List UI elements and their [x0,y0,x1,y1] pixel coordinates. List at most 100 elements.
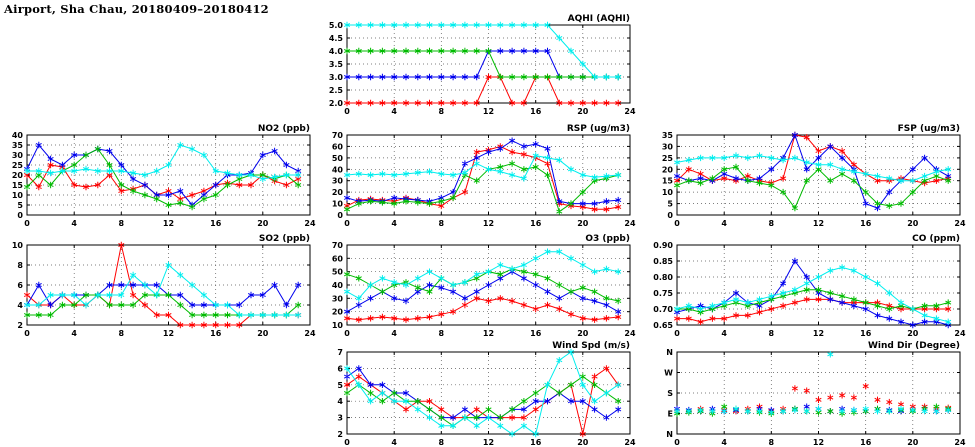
y-tick-label: 20 [332,188,344,197]
chart-canvas-aqhi: 0 4 8 12 16 20 24 2.0 2.5 3.0 3.5 4.0 4.5 5.0 AQHI (AQ… [329,14,636,116]
x-tick-label: 12 [163,219,174,228]
y-tick-label: 0 [17,211,23,220]
x-tick-label: 0 [674,329,680,338]
series-line-red [347,76,619,104]
series-line-cyan [27,264,299,316]
y-tick-label: 20 [12,171,24,180]
x-tick-label: 4 [391,219,397,228]
y-tick-label: 30 [12,151,24,160]
y-tick-label: 10 [12,191,24,200]
y-tick-label: 5 [17,201,23,210]
y-tick-label: 35 [662,131,674,140]
y-tick-label: 15 [662,177,674,186]
x-tick-label: 4 [721,438,727,447]
y-tick-label: 4.5 [329,34,344,43]
series-markers-red [673,296,952,325]
x-tick-label: 16 [530,219,542,228]
x-tick-label: 20 [577,438,589,447]
series-line-red [26,164,299,200]
series-line-green [27,294,299,316]
x-tick-label: 16 [860,438,872,447]
y-tick-label: 7 [337,348,343,357]
y-tick-label: 10 [332,321,344,330]
x-tick-label: 8 [439,329,445,338]
chart-rsp: 0 4 8 12 16 20 24 0 10 20 30 40 50 60 70 RSP (ug/m3) [313,121,636,237]
y-tick-label: 4 [337,397,343,406]
series-markers-red [673,131,952,187]
y-tick-label: 25 [662,154,674,163]
y-tick-label: 3.0 [329,73,344,82]
y-tick-label: 15 [12,181,24,190]
x-tick-label: 8 [439,219,445,228]
x-tick-label: 24 [304,219,316,228]
chart-title: FSP (ug/m3) [898,124,960,134]
chart-title: Wind Spd (m/s) [552,341,630,351]
x-tick-label: 4 [721,329,727,338]
y-tick-label: 30 [332,294,344,303]
series-line-red [676,134,949,184]
y-tick-label: 40 [332,165,344,174]
y-tick-label: 5 [667,200,673,209]
x-tick-label: 0 [344,438,350,447]
y-tick-label: 0.65 [653,321,673,330]
x-tick-label: 24 [624,329,636,338]
x-tick-label: 12 [813,219,824,228]
x-tick-label: 20 [577,219,589,228]
x-tick-label: 24 [624,219,636,228]
y-tick-label: 20 [662,165,674,174]
series-markers-cyan [343,248,622,302]
x-tick-label: 0 [344,219,350,228]
x-tick-label: 16 [210,219,222,228]
series-markers-cyan [343,152,622,182]
x-tick-label: 4 [71,329,77,338]
series-markers-cyan [673,152,952,184]
x-tick-label: 8 [769,329,775,338]
series-markers-cyan [673,264,952,325]
y-tick-label: 70 [332,241,344,250]
series-markers-red [343,295,622,323]
y-tick-label: 6 [337,364,343,373]
series-markers-green [673,403,952,417]
chart-title: SO2 (ppb) [259,234,310,244]
y-tick-label: 40 [332,281,344,290]
chart-canvas-fsp: 0 4 8 12 16 20 24 0 5 10 15 20 25 30 35 FSP (ug/m3) [662,124,966,228]
y-tick-label: 4.0 [329,47,344,56]
y-tick-label: 60 [332,254,344,263]
y-tick-label: W [664,369,673,378]
y-tick-label: 10 [662,188,674,197]
series-markers-cyan [23,261,302,319]
x-tick-label: 20 [257,329,269,338]
x-tick-label: 0 [344,329,350,338]
page-title: Airport, Sha Chau, 20180409–20180412 [4,2,269,16]
y-tick-label: 5 [337,381,343,390]
series-line-red [346,297,619,321]
series-markers-blue [673,131,952,212]
x-tick-label: 24 [954,219,966,228]
x-tick-label: 0 [344,107,350,116]
x-tick-label: 20 [577,329,589,338]
x-tick-label: 12 [483,438,494,447]
x-tick-label: 12 [483,219,494,228]
y-tick-label: 4 [17,301,23,310]
x-tick-label: 0 [24,329,30,338]
series-line-red [346,145,619,210]
y-tick-label: 0 [337,211,343,220]
series-line-cyan [676,266,949,323]
y-tick-label: 0.75 [653,289,673,298]
chart-so2: 0 4 8 12 16 20 24 2 4 6 8 10 SO2 (ppb) [0,231,316,347]
chart-title: CO (ppm) [912,234,960,244]
y-tick-label: 2.5 [329,86,344,95]
y-tick-label: S [667,389,673,398]
series-line-green [347,50,619,78]
chart-canvas-wdir: 0 4 8 12 16 20 24 N E S W N Wind Dir (Degree) [664,341,966,447]
x-tick-label: 8 [119,219,125,228]
series-markers-blue [343,137,622,207]
chart-fsp: 0 4 8 12 16 20 24 0 5 10 15 20 25 30 35 FSP (ug/m3) [643,121,966,237]
series-markers-blue [343,365,622,421]
x-tick-label: 20 [907,219,919,228]
x-tick-label: 20 [907,438,919,447]
series-markers-green [673,286,952,316]
chart-co: 0 4 8 12 16 20 24 0.65 0.70 0.75 0.80 0.85 0.90 CO (p… [643,231,966,347]
chart-wind-speed: 0 4 8 12 16 20 24 2 3 4 5 6 7 Wind Spd (m/s) [313,338,636,447]
